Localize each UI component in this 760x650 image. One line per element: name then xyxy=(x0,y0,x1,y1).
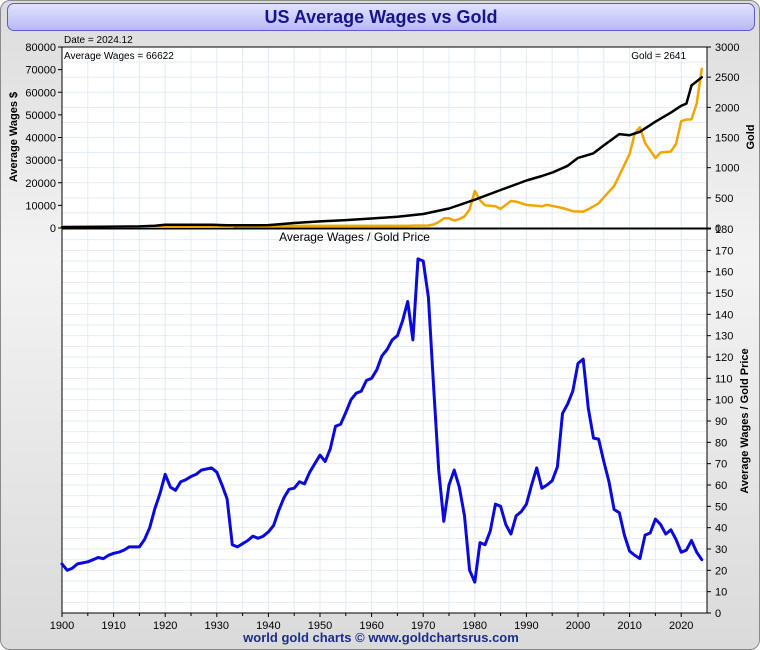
x-axis-tick-label: 1930 xyxy=(205,620,229,632)
ratio-axis-tick-label: 20 xyxy=(715,565,727,577)
x-axis-tick-label: 1960 xyxy=(359,620,383,632)
x-axis-tick-label: 1920 xyxy=(153,620,177,632)
ratio-axis-tick-label: 80 xyxy=(715,437,727,449)
left-axis-tick-label: 70000 xyxy=(25,65,56,77)
right-gold-axis-tick-label: 1500 xyxy=(715,133,739,145)
chart-title: US Average Wages vs Gold xyxy=(264,7,498,27)
x-axis-tick-label: 1940 xyxy=(256,620,280,632)
gold-annotation: Gold = 2641 xyxy=(631,51,686,62)
ratio-axis-tick-label: 90 xyxy=(715,416,727,428)
x-axis-tick-label: 1900 xyxy=(50,620,74,632)
ratio-axis-tick-label: 150 xyxy=(715,288,733,300)
x-axis-tick-label: 1970 xyxy=(411,620,435,632)
x-axis-tick-label: 1950 xyxy=(308,620,332,632)
left-axis-tick-label: 20000 xyxy=(25,178,56,190)
x-axis-tick-label: 2000 xyxy=(566,620,590,632)
average-wages-line xyxy=(60,76,704,229)
left-axis-tick-label: 10000 xyxy=(25,200,56,212)
ratio-axis-tick-label: 180 xyxy=(715,224,733,236)
ratio-axis-tick-label: 130 xyxy=(715,331,733,343)
right-gold-axis-tick-label: 2000 xyxy=(715,102,739,114)
right-gold-axis-tick-label: 3000 xyxy=(715,42,739,54)
x-axis-tick-label: 1980 xyxy=(463,620,487,632)
left-axis-tick-label: 40000 xyxy=(25,133,56,145)
left-axis-label: Average Wages $ xyxy=(8,92,20,182)
ratio-axis-tick-label: 10 xyxy=(715,587,727,599)
ratio-axis-tick-label: 100 xyxy=(715,395,733,407)
right-gold-axis-label: Gold xyxy=(745,124,757,149)
wages-gold-ratio-line xyxy=(60,257,704,584)
ratio-axis-tick-label: 70 xyxy=(715,459,727,471)
title-bar: US Average Wages vs Gold xyxy=(7,3,755,31)
right-gold-axis-tick-label: 2500 xyxy=(715,72,739,84)
ratio-axis-tick-label: 0 xyxy=(715,608,721,620)
ratio-axis-tick-label: 40 xyxy=(715,523,727,535)
left-axis-tick-label: 80000 xyxy=(25,42,56,54)
x-axis-tick-label: 2020 xyxy=(669,620,693,632)
ratio-axis-tick-label: 60 xyxy=(715,480,727,492)
ratio-axis-tick-label: 120 xyxy=(715,352,733,364)
left-axis-tick-label: 0 xyxy=(50,223,56,235)
right-gold-axis-tick-label: 1000 xyxy=(715,163,739,175)
ratio-axis-tick-label: 110 xyxy=(715,373,733,385)
ratio-axis-tick-label: 160 xyxy=(715,267,733,279)
gold-price-line xyxy=(60,67,704,229)
date-annotation: Date = 2024.12 xyxy=(64,35,133,46)
ratio-axis-tick-label: 140 xyxy=(715,309,733,321)
left-axis-tick-label: 60000 xyxy=(25,87,56,99)
ratio-axis-tick-label: 170 xyxy=(715,245,733,257)
wages-annotation: Average Wages = 66622 xyxy=(64,51,174,62)
footer-credit: world gold charts © www.goldchartsrus.co… xyxy=(243,630,519,645)
ratio-panel-title: Average Wages / Gold Price xyxy=(279,230,430,244)
left-axis-tick-label: 30000 xyxy=(25,155,56,167)
x-axis-tick-label: 1910 xyxy=(101,620,125,632)
ratio-axis-label: Average Wages / Gold Price xyxy=(739,348,751,493)
right-gold-axis-tick-label: 500 xyxy=(715,193,733,205)
ratio-axis-tick-label: 30 xyxy=(715,544,727,556)
left-axis-tick-label: 50000 xyxy=(25,110,56,122)
x-axis-tick-label: 2010 xyxy=(617,620,641,632)
ratio-axis-tick-label: 50 xyxy=(715,501,727,513)
x-axis-tick-label: 1990 xyxy=(514,620,538,632)
right-gold-axis-tick-label: 0 xyxy=(715,223,721,235)
